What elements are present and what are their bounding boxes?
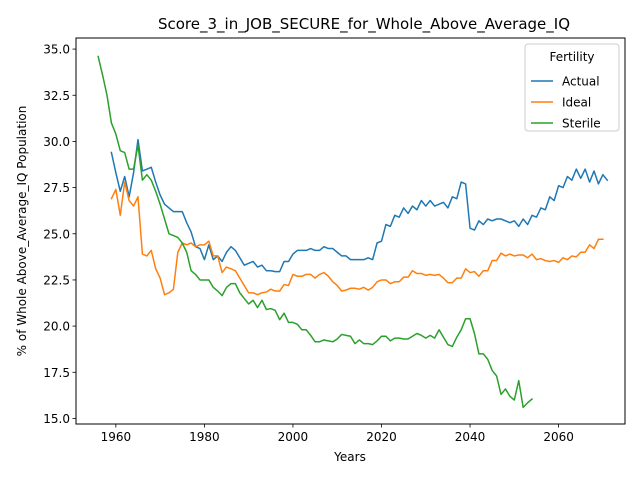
y-tick-label: 35.0: [43, 43, 70, 57]
series-line-ideal: [110, 181, 604, 296]
legend-label-actual: Actual: [562, 75, 600, 89]
plot-area: [97, 55, 609, 409]
y-tick-label: 25.0: [43, 227, 70, 241]
x-tick-label: 2020: [366, 430, 397, 444]
y-axis: 15.0 17.5 20.0 22.5 25.0 27.5 30.0 32.5 35.0: [43, 43, 76, 426]
x-tick-label: 1960: [101, 430, 132, 444]
series-line-actual: [110, 138, 609, 273]
legend: Fertility Actual Ideal Sterile: [524, 43, 620, 132]
x-tick-label: 2000: [278, 430, 309, 444]
x-tick-label: 2040: [455, 430, 486, 444]
y-tick-label: 22.5: [43, 273, 70, 287]
legend-box: [524, 43, 620, 132]
chart-title: Score_3_in_JOB_SECURE_for_Whole_Above_Av…: [158, 15, 570, 34]
legend-label-ideal: Ideal: [562, 96, 591, 110]
legend-entries: Actual Ideal Sterile: [531, 75, 601, 131]
legend-label-sterile: Sterile: [562, 117, 601, 131]
x-tick-label: 2060: [543, 430, 574, 444]
legend-title: Fertility: [549, 50, 594, 64]
x-tick-label: 1980: [189, 430, 220, 444]
y-tick-label: 15.0: [43, 412, 70, 426]
series-line-sterile: [97, 55, 534, 409]
y-tick-label: 17.5: [43, 366, 70, 380]
x-axis: 1960 1980 2000 2020 2040 2060: [101, 424, 574, 444]
y-tick-label: 20.0: [43, 320, 70, 334]
y-tick-label: 30.0: [43, 135, 70, 149]
y-axis-label: % of Whole Above_Average_IQ Population: [15, 106, 29, 357]
y-tick-label: 32.5: [43, 89, 70, 103]
axes-frame: [75, 37, 626, 425]
y-tick-label: 27.5: [43, 181, 70, 195]
x-axis-label: Years: [333, 450, 366, 464]
